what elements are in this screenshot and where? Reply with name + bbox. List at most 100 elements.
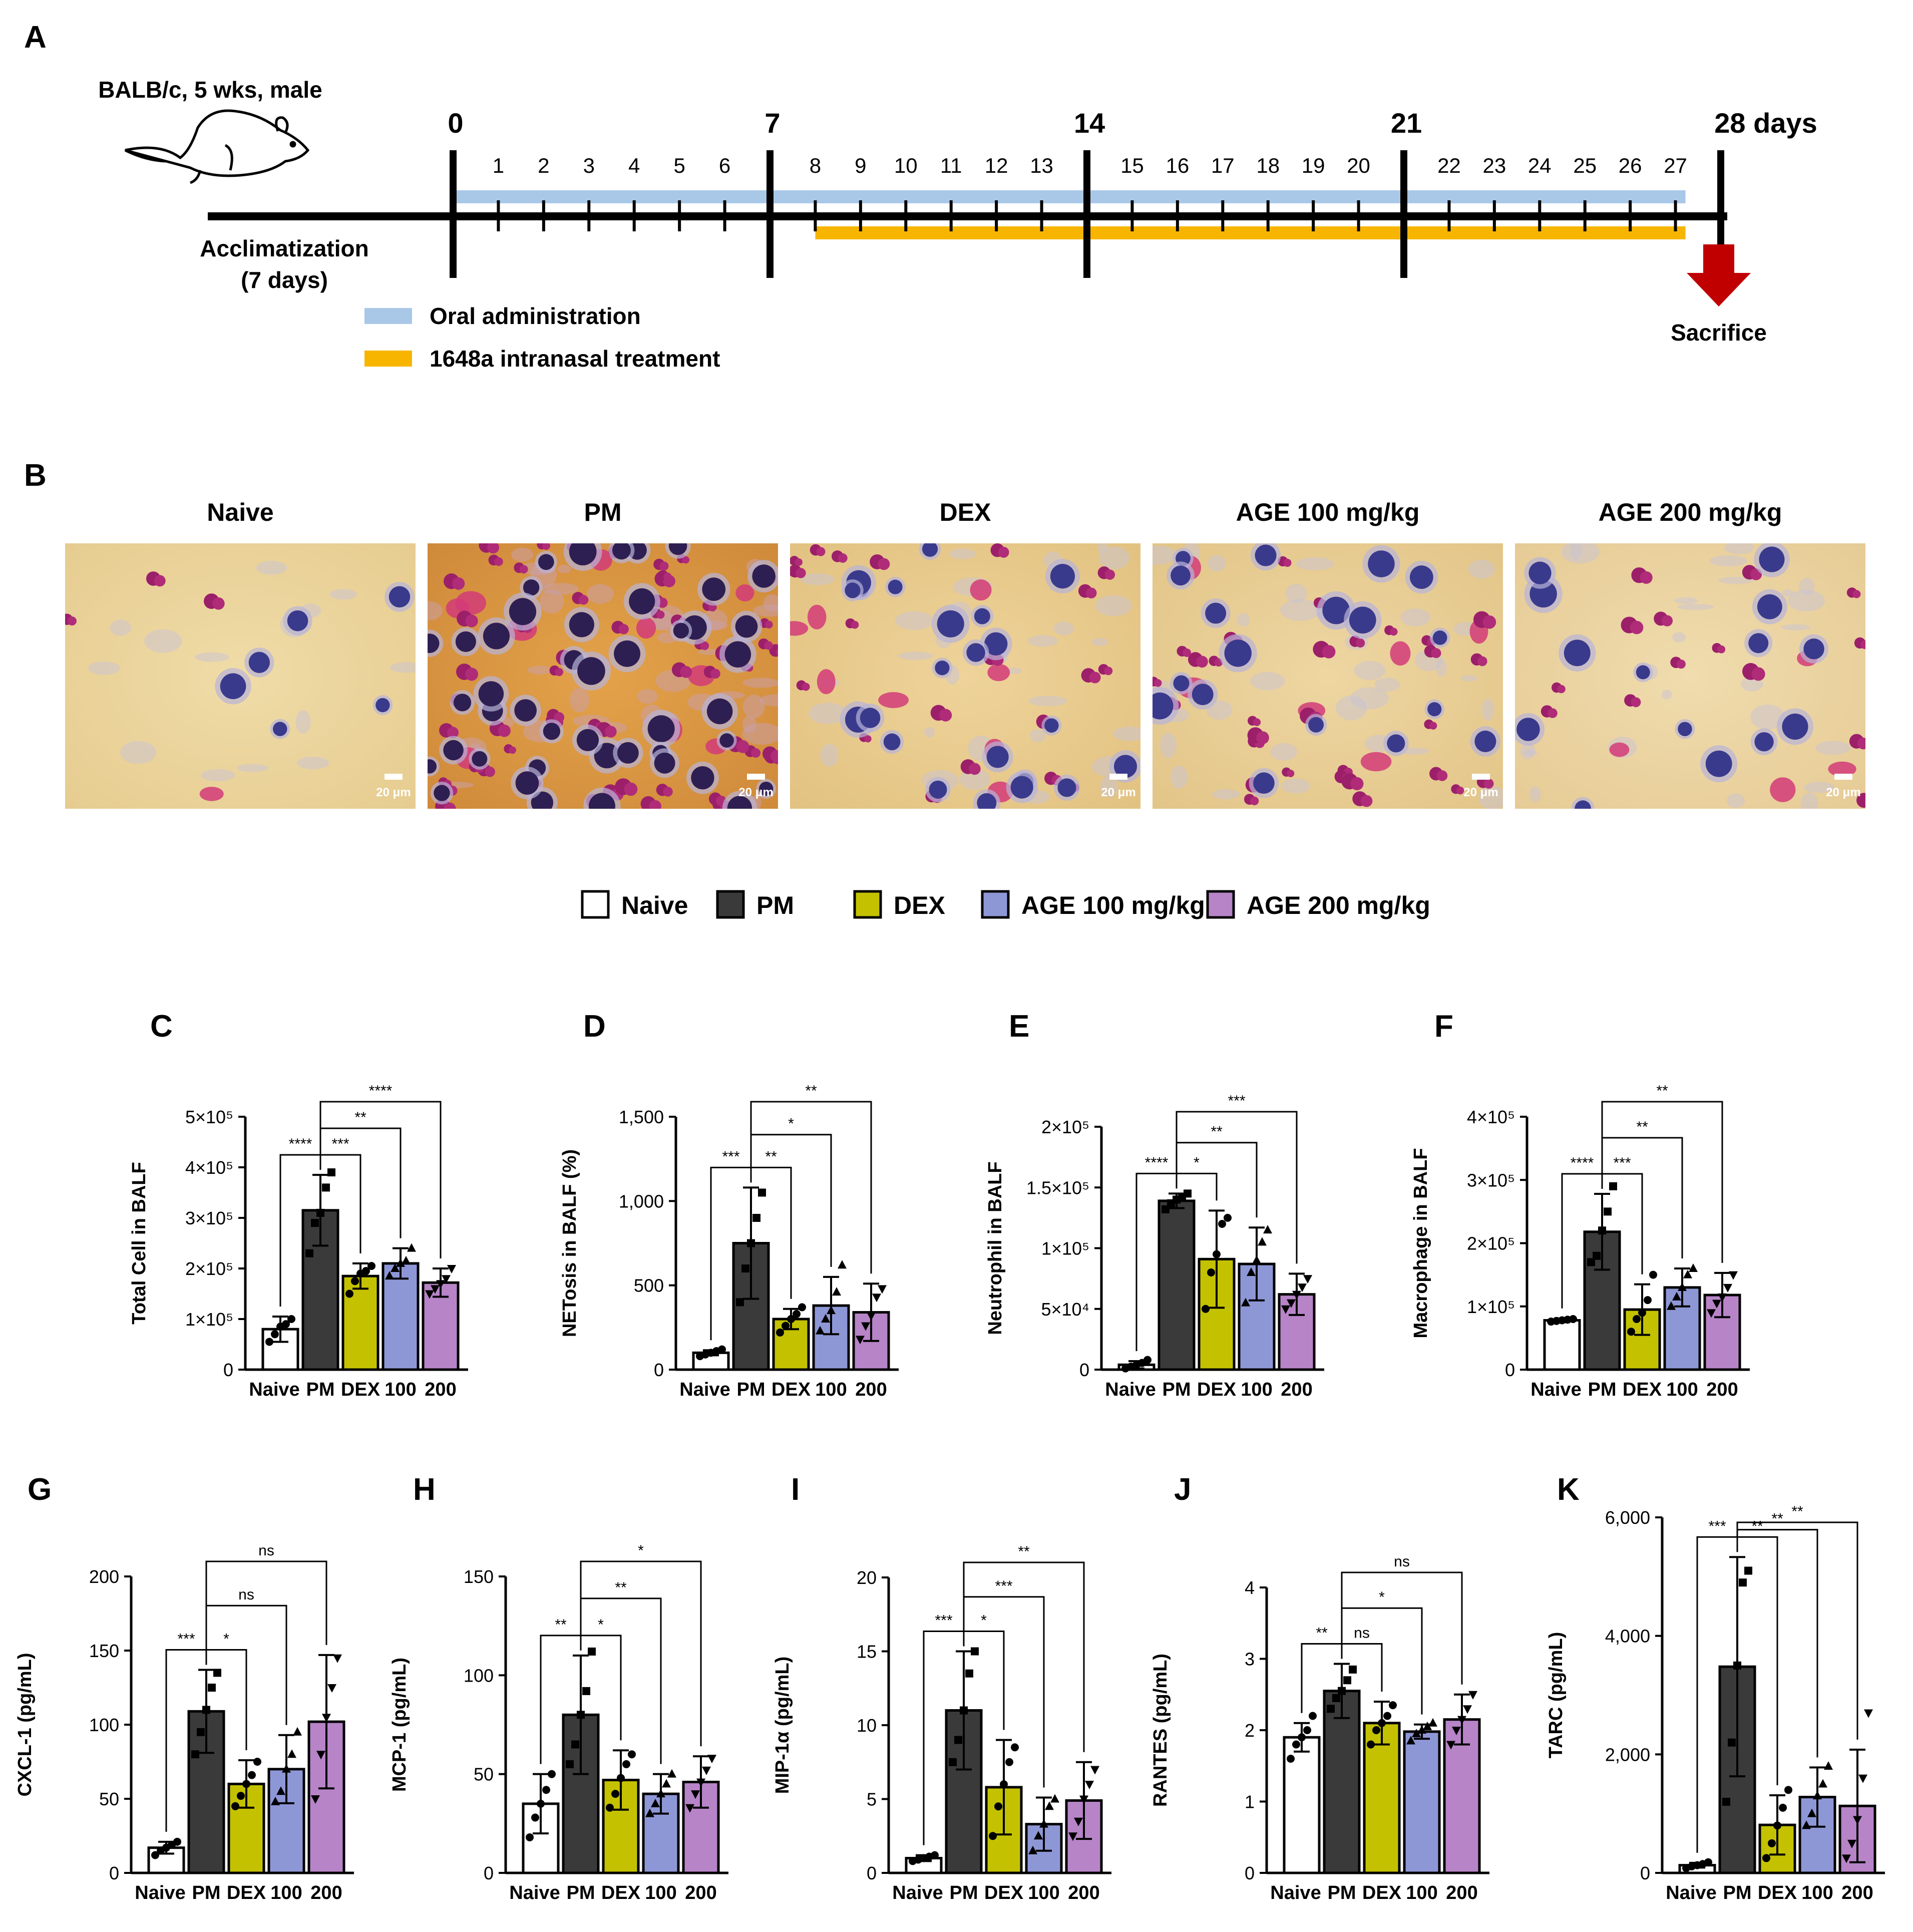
minor-day-label: 1 <box>493 154 504 177</box>
debris <box>1750 704 1785 730</box>
macrophage-nucleus <box>937 610 964 637</box>
debris <box>742 723 778 745</box>
neutrophil-lobe <box>682 556 689 564</box>
data-point <box>1649 1270 1657 1279</box>
x-tick-label: Naive <box>679 1379 730 1400</box>
macrophage-nucleus <box>860 708 881 728</box>
macrophage-nucleus <box>273 722 287 736</box>
macrophage-nucleus <box>974 608 990 624</box>
debris <box>1236 613 1250 627</box>
debris <box>1815 741 1851 755</box>
significance-bracket <box>1736 1536 1778 1785</box>
chart-letter: I <box>791 1472 800 1507</box>
neutrophil-lobe <box>1548 708 1558 718</box>
data-point <box>1028 1845 1037 1854</box>
data-point <box>1807 1808 1816 1817</box>
y-tick-label: 1,000 <box>619 1191 664 1211</box>
neutrophil-lobe <box>1856 793 1865 808</box>
neutrophil-lobe <box>1089 672 1101 684</box>
macrophage-nucleus <box>389 586 411 608</box>
x-tick-label: 100 <box>815 1379 847 1400</box>
data-point <box>327 1168 335 1177</box>
significance-bracket <box>963 1631 1005 1730</box>
data-point <box>1258 1237 1267 1246</box>
macrophage-nucleus <box>1255 544 1277 566</box>
minor-day-label: 15 <box>1120 154 1144 177</box>
significance-bracket <box>319 1101 442 1258</box>
micrograph-title: DEX <box>940 498 991 526</box>
macrophage-nucleus <box>706 698 733 725</box>
y-tick-label: 0 <box>1079 1360 1089 1380</box>
legend-label: DEX <box>894 891 945 919</box>
macrophage-nucleus <box>1308 717 1324 733</box>
debris <box>1677 603 1714 610</box>
macrophage-nucleus <box>727 796 752 809</box>
data-point <box>1292 1291 1301 1300</box>
neutrophil-lobe <box>659 561 669 571</box>
data-point <box>526 1833 534 1841</box>
neutrophil-lobe <box>1085 587 1097 599</box>
data-point <box>1202 1305 1210 1313</box>
micrograph-0: 20 μm <box>65 543 416 809</box>
neutrophil-lobe <box>1456 786 1464 795</box>
macrophage-nucleus <box>845 582 861 598</box>
macrophage-nucleus <box>483 622 510 650</box>
data-point <box>1349 1665 1357 1674</box>
data-point <box>651 1798 660 1807</box>
x-tick-label: DEX <box>984 1882 1024 1903</box>
data-point <box>327 1684 336 1693</box>
significance-label: ** <box>615 1579 627 1596</box>
neutrophil-lobe <box>764 641 773 650</box>
neutrophil-lobe <box>1864 799 1865 806</box>
minor-day-label: 10 <box>894 154 918 177</box>
data-point <box>758 1188 766 1197</box>
macrophage-nucleus <box>883 733 901 751</box>
debris <box>1153 545 1177 565</box>
macrophage-nucleus <box>1678 722 1692 737</box>
neutrophil-lobe <box>542 543 550 550</box>
debris <box>586 584 614 604</box>
neutrophil-lobe <box>1389 627 1398 636</box>
debris <box>1672 632 1686 642</box>
y-axis-label: RANTES (pg/mL) <box>1150 1654 1171 1807</box>
y-axis-label: MIP-1α (pg/mL) <box>772 1657 793 1794</box>
y-axis-label: TARC (pg/mL) <box>1546 1632 1567 1759</box>
data-point <box>1627 1328 1635 1336</box>
significance-label: * <box>223 1631 229 1647</box>
data-point <box>1000 1780 1008 1788</box>
data-point <box>1847 1839 1856 1848</box>
significance-bracket <box>1341 1571 1463 1685</box>
data-point <box>667 1769 676 1778</box>
debris <box>637 689 658 704</box>
data-point <box>197 1728 205 1736</box>
chart-letter: F <box>1434 1009 1453 1044</box>
y-tick-label: 6,000 <box>1605 1507 1650 1528</box>
y-tick-label: 0 <box>867 1863 877 1883</box>
data-point <box>838 1260 847 1269</box>
macrophage-nucleus <box>1322 596 1350 624</box>
y-tick-label: 0 <box>1245 1863 1255 1883</box>
neutrophil-lobe <box>485 766 495 777</box>
debris <box>1788 589 1825 612</box>
neutrophil-lobe <box>212 597 225 610</box>
data-point <box>542 1786 550 1794</box>
macrophage-nucleus <box>428 633 440 654</box>
data-point <box>821 1314 830 1323</box>
y-tick-label: 3×10⁵ <box>1467 1170 1515 1190</box>
y-tick-label: 3 <box>1245 1649 1255 1670</box>
data-point <box>622 1760 630 1768</box>
data-point <box>1733 1661 1741 1670</box>
macrophage-nucleus <box>453 694 472 712</box>
data-point <box>856 1336 865 1345</box>
x-tick-label: DEX <box>1758 1882 1797 1903</box>
y-tick-label: 150 <box>464 1566 494 1587</box>
data-point <box>1452 1727 1461 1735</box>
y-tick-label: 1×10⁵ <box>1467 1297 1515 1317</box>
data-point <box>691 1790 700 1799</box>
neutrophil-lobe <box>1676 660 1686 669</box>
macrophage-nucleus <box>588 793 615 809</box>
data-point <box>287 1315 295 1323</box>
neutrophil-lobe <box>487 543 500 554</box>
data-point <box>1074 1817 1083 1826</box>
